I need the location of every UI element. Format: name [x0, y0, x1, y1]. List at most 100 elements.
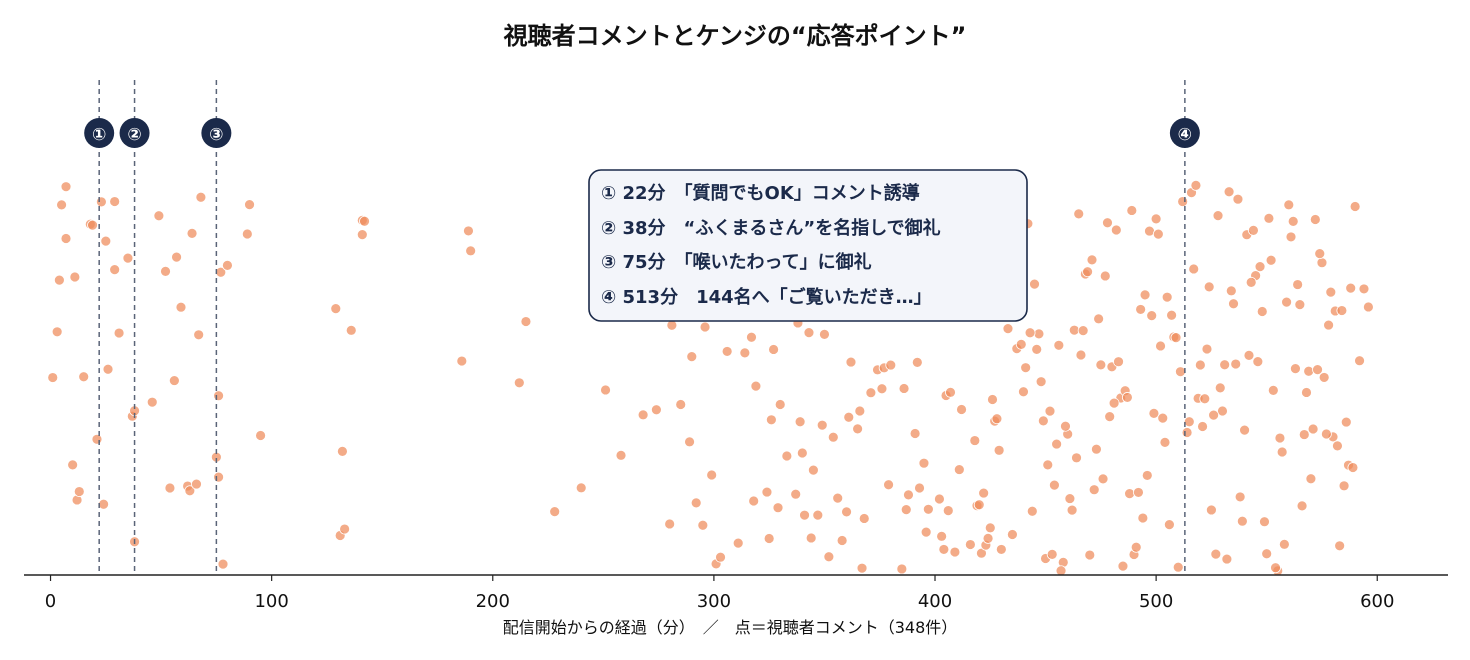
- comment-point: [195, 191, 207, 203]
- comment-point: [1358, 283, 1370, 295]
- comment-point: [739, 347, 751, 359]
- comment-point: [1035, 376, 1047, 388]
- comment-point: [845, 356, 857, 368]
- comment-point: [1002, 323, 1014, 334]
- comment-point: [600, 384, 611, 396]
- comment-point: [1287, 215, 1299, 227]
- comment-point: [746, 331, 757, 343]
- comment-point: [193, 329, 205, 341]
- comment-point: [1042, 459, 1054, 471]
- comment-point: [1175, 366, 1186, 378]
- comment-point: [750, 380, 762, 392]
- comment-point: [1301, 387, 1312, 398]
- comment-point: [1181, 427, 1193, 438]
- comment-point: [1332, 440, 1343, 452]
- comment-point: [969, 435, 981, 446]
- comment-point: [816, 419, 828, 431]
- comment-point: [102, 363, 114, 375]
- comment-point: [706, 469, 718, 481]
- comment-point: [774, 399, 786, 410]
- comment-point: [1117, 560, 1129, 572]
- comment-point: [575, 482, 587, 494]
- comment-point: [69, 271, 81, 283]
- comment-point: [1159, 437, 1171, 448]
- response-badge: [119, 118, 150, 148]
- x-tick-label: 100: [254, 591, 288, 612]
- comment-point: [1292, 279, 1304, 290]
- comment-point: [1097, 473, 1109, 485]
- comment-point: [1188, 263, 1200, 275]
- comment-point: [465, 245, 477, 257]
- x-tick-label: 300: [697, 591, 731, 612]
- comment-point: [1183, 416, 1195, 428]
- comment-point: [67, 459, 79, 471]
- comment-point: [1314, 248, 1326, 260]
- comment-point: [854, 405, 866, 417]
- comment-point: [1303, 365, 1315, 377]
- comment-point: [241, 228, 253, 240]
- comment-point: [922, 503, 934, 515]
- comment-point: [697, 519, 709, 531]
- comment-point: [991, 413, 1003, 425]
- comment-point: [885, 359, 897, 371]
- comment-point: [987, 394, 998, 405]
- comment-point: [1325, 286, 1337, 298]
- comment-point: [1088, 484, 1100, 496]
- comment-point: [1108, 397, 1120, 409]
- comment-point: [1071, 452, 1082, 464]
- comment-point: [1225, 285, 1237, 297]
- comment-point: [164, 482, 176, 494]
- comment-point: [1334, 540, 1346, 552]
- comment-point: [186, 227, 198, 239]
- comment-point: [1152, 228, 1164, 240]
- comment-point: [1170, 332, 1182, 343]
- comment-point: [1130, 541, 1142, 553]
- comment-point: [761, 486, 773, 498]
- comment-point: [690, 497, 702, 509]
- comment-point: [1281, 296, 1292, 308]
- comment-point: [1248, 224, 1259, 236]
- x-tick-label: 0: [45, 591, 56, 612]
- comment-point: [213, 390, 224, 402]
- comment-point: [843, 411, 855, 423]
- response-badge-label: ③: [209, 125, 223, 145]
- comment-point: [255, 430, 266, 441]
- comment-point: [1316, 257, 1328, 269]
- comment-point: [122, 252, 134, 264]
- annotation-box-frame: [588, 169, 1028, 322]
- response-badge-label: ②: [127, 125, 141, 145]
- x-tick-label: 500: [1139, 591, 1173, 612]
- comment-point: [803, 327, 815, 339]
- comment-point: [191, 478, 202, 490]
- comment-point: [945, 386, 956, 398]
- comment-point: [51, 326, 63, 338]
- comment-point: [942, 505, 954, 517]
- comment-point: [748, 495, 760, 507]
- comment-point: [113, 327, 125, 339]
- comment-point: [53, 274, 65, 286]
- comment-point: [1203, 281, 1215, 293]
- comment-point: [1354, 355, 1365, 367]
- comment-point: [1214, 382, 1226, 394]
- comment-point: [1239, 424, 1250, 436]
- comment-point: [1305, 473, 1317, 485]
- comment-point: [1323, 319, 1334, 331]
- comment-point: [1243, 349, 1255, 361]
- chart-title: 視聴者コメントとケンジの“応答ポイント”: [503, 22, 967, 50]
- comment-point: [153, 210, 165, 222]
- comment-point: [956, 404, 967, 415]
- comment-point: [1029, 278, 1040, 290]
- comment-point: [1155, 340, 1166, 352]
- comment-point: [1261, 548, 1273, 560]
- comment-point: [549, 506, 561, 518]
- comment-point: [1064, 493, 1076, 504]
- response-badge-label: ④: [1178, 125, 1192, 145]
- comment-point: [675, 399, 687, 410]
- comment-point: [964, 539, 976, 550]
- comment-point: [1031, 343, 1043, 355]
- comment-point: [1206, 504, 1217, 516]
- comment-point: [356, 229, 368, 241]
- comment-point: [920, 526, 932, 538]
- comment-point: [345, 324, 357, 336]
- annotation-line-2: ② 38分 “ふくまるさん”を名指しで御礼: [601, 217, 941, 239]
